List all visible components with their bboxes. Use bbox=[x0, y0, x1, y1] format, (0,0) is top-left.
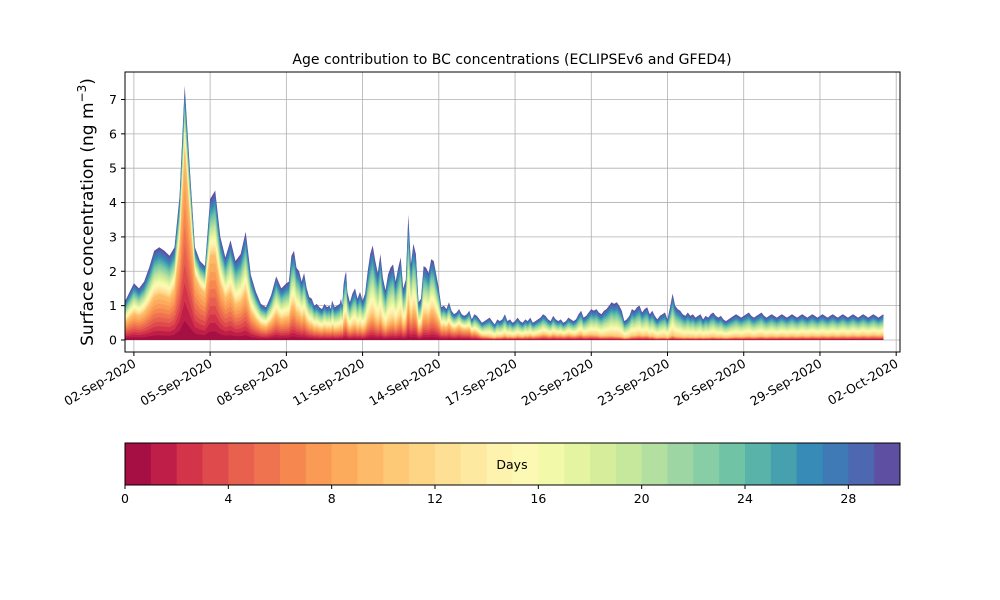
x-tick-label: 23-Sep-2020 bbox=[595, 356, 672, 409]
colorbar-cell bbox=[745, 443, 772, 485]
colorbar-cell bbox=[848, 443, 875, 485]
y-tick-label: 5 bbox=[109, 161, 117, 176]
colorbar-cell bbox=[305, 443, 333, 485]
colorbar-cell bbox=[538, 443, 565, 485]
y-tick-label: 3 bbox=[109, 229, 117, 244]
colorbar-cell bbox=[202, 443, 229, 485]
colorbar-cell bbox=[383, 443, 410, 485]
colorbar-cell bbox=[641, 443, 668, 485]
colorbar-label: Days bbox=[496, 457, 527, 472]
colorbar-tick-label: 4 bbox=[224, 491, 232, 506]
colorbar-cell bbox=[125, 443, 152, 485]
y-tick-label: 0 bbox=[109, 332, 117, 347]
colorbar-cell bbox=[150, 443, 178, 485]
colorbar-cell bbox=[564, 443, 591, 485]
colorbar-cell bbox=[254, 443, 281, 485]
x-tick-label: 08-Sep-2020 bbox=[214, 356, 291, 409]
x-tick-label: 05-Sep-2020 bbox=[138, 356, 215, 409]
colorbar-cell bbox=[770, 443, 798, 485]
age-contribution-areas bbox=[125, 85, 884, 340]
colorbar-cell bbox=[615, 443, 643, 485]
x-tick-label: 29-Sep-2020 bbox=[747, 356, 824, 409]
x-tick-label: 11-Sep-2020 bbox=[290, 356, 367, 409]
colorbar-tick-label: 8 bbox=[328, 491, 336, 506]
colorbar-cell bbox=[435, 443, 462, 485]
colorbar-cell bbox=[460, 443, 488, 485]
x-tick-label: 20-Sep-2020 bbox=[519, 356, 596, 409]
x-axis-ticks: 02-Sep-2020 05-Sep-2020 08-Sep-2020 11-Sep-… bbox=[61, 352, 901, 409]
age-band-0-days bbox=[125, 320, 884, 340]
x-tick-label: 14-Sep-2020 bbox=[366, 356, 443, 409]
colorbar-cell bbox=[719, 443, 746, 485]
colorbar: Days 0 4 8 12 16 20 24 28 bbox=[121, 442, 901, 506]
x-tick-label: 26-Sep-2020 bbox=[671, 356, 748, 409]
colorbar-cell bbox=[874, 443, 901, 485]
chart-title: Age contribution to BC concentrations (E… bbox=[292, 52, 731, 68]
colorbar-frame bbox=[124, 442, 901, 486]
x-tick-label: 17-Sep-2020 bbox=[442, 356, 519, 409]
colorbar-cell bbox=[331, 443, 358, 485]
y-axis-label-main: Surface concentration (ng m bbox=[78, 102, 98, 345]
y-axis-label-close: ) bbox=[78, 78, 98, 85]
y-tick-label: 1 bbox=[109, 298, 117, 313]
y-tick-label: 4 bbox=[109, 195, 117, 210]
colorbar-cells bbox=[125, 443, 901, 485]
colorbar-tick-label: 16 bbox=[530, 491, 546, 506]
colorbar-cell bbox=[822, 443, 849, 485]
colorbar-cell bbox=[486, 443, 513, 485]
y-axis-ticks: 0 1 2 3 4 5 6 7 bbox=[109, 92, 125, 347]
y-tick-label: 6 bbox=[109, 126, 117, 141]
colorbar-cell bbox=[693, 443, 720, 485]
colorbar-tick-label: 28 bbox=[840, 491, 856, 506]
colorbar-cell bbox=[280, 443, 307, 485]
colorbar-tick-label: 0 bbox=[121, 491, 129, 506]
plot-frame bbox=[124, 71, 901, 353]
colorbar-cell bbox=[409, 443, 436, 485]
colorbar-tick-label: 20 bbox=[634, 491, 650, 506]
colorbar-cell bbox=[357, 443, 384, 485]
colorbar-cell bbox=[667, 443, 694, 485]
plot-area: 0 1 2 3 4 5 6 7 02-Sep-2020 05-Sep-2020 08-Sep-20… bbox=[61, 71, 901, 409]
colorbar-cell bbox=[512, 443, 539, 485]
colorbar-cell bbox=[796, 443, 823, 485]
colorbar-tick-label: 12 bbox=[427, 491, 443, 506]
colorbar-cell bbox=[590, 443, 617, 485]
y-axis-label: Surface concentration (ng m−3) bbox=[75, 78, 98, 346]
colorbar-cell bbox=[176, 443, 203, 485]
y-axis-label-superscript: −3 bbox=[75, 85, 89, 103]
colorbar-cell bbox=[228, 443, 255, 485]
x-tick-label: 02-Oct-2020 bbox=[825, 356, 901, 408]
colorbar-ticks: 0 4 8 12 16 20 24 28 bbox=[121, 485, 856, 506]
x-tick-label: 02-Sep-2020 bbox=[61, 356, 138, 409]
colorbar-tick-label: 24 bbox=[737, 491, 753, 506]
y-tick-label: 2 bbox=[109, 264, 117, 279]
y-tick-label: 7 bbox=[109, 92, 117, 107]
